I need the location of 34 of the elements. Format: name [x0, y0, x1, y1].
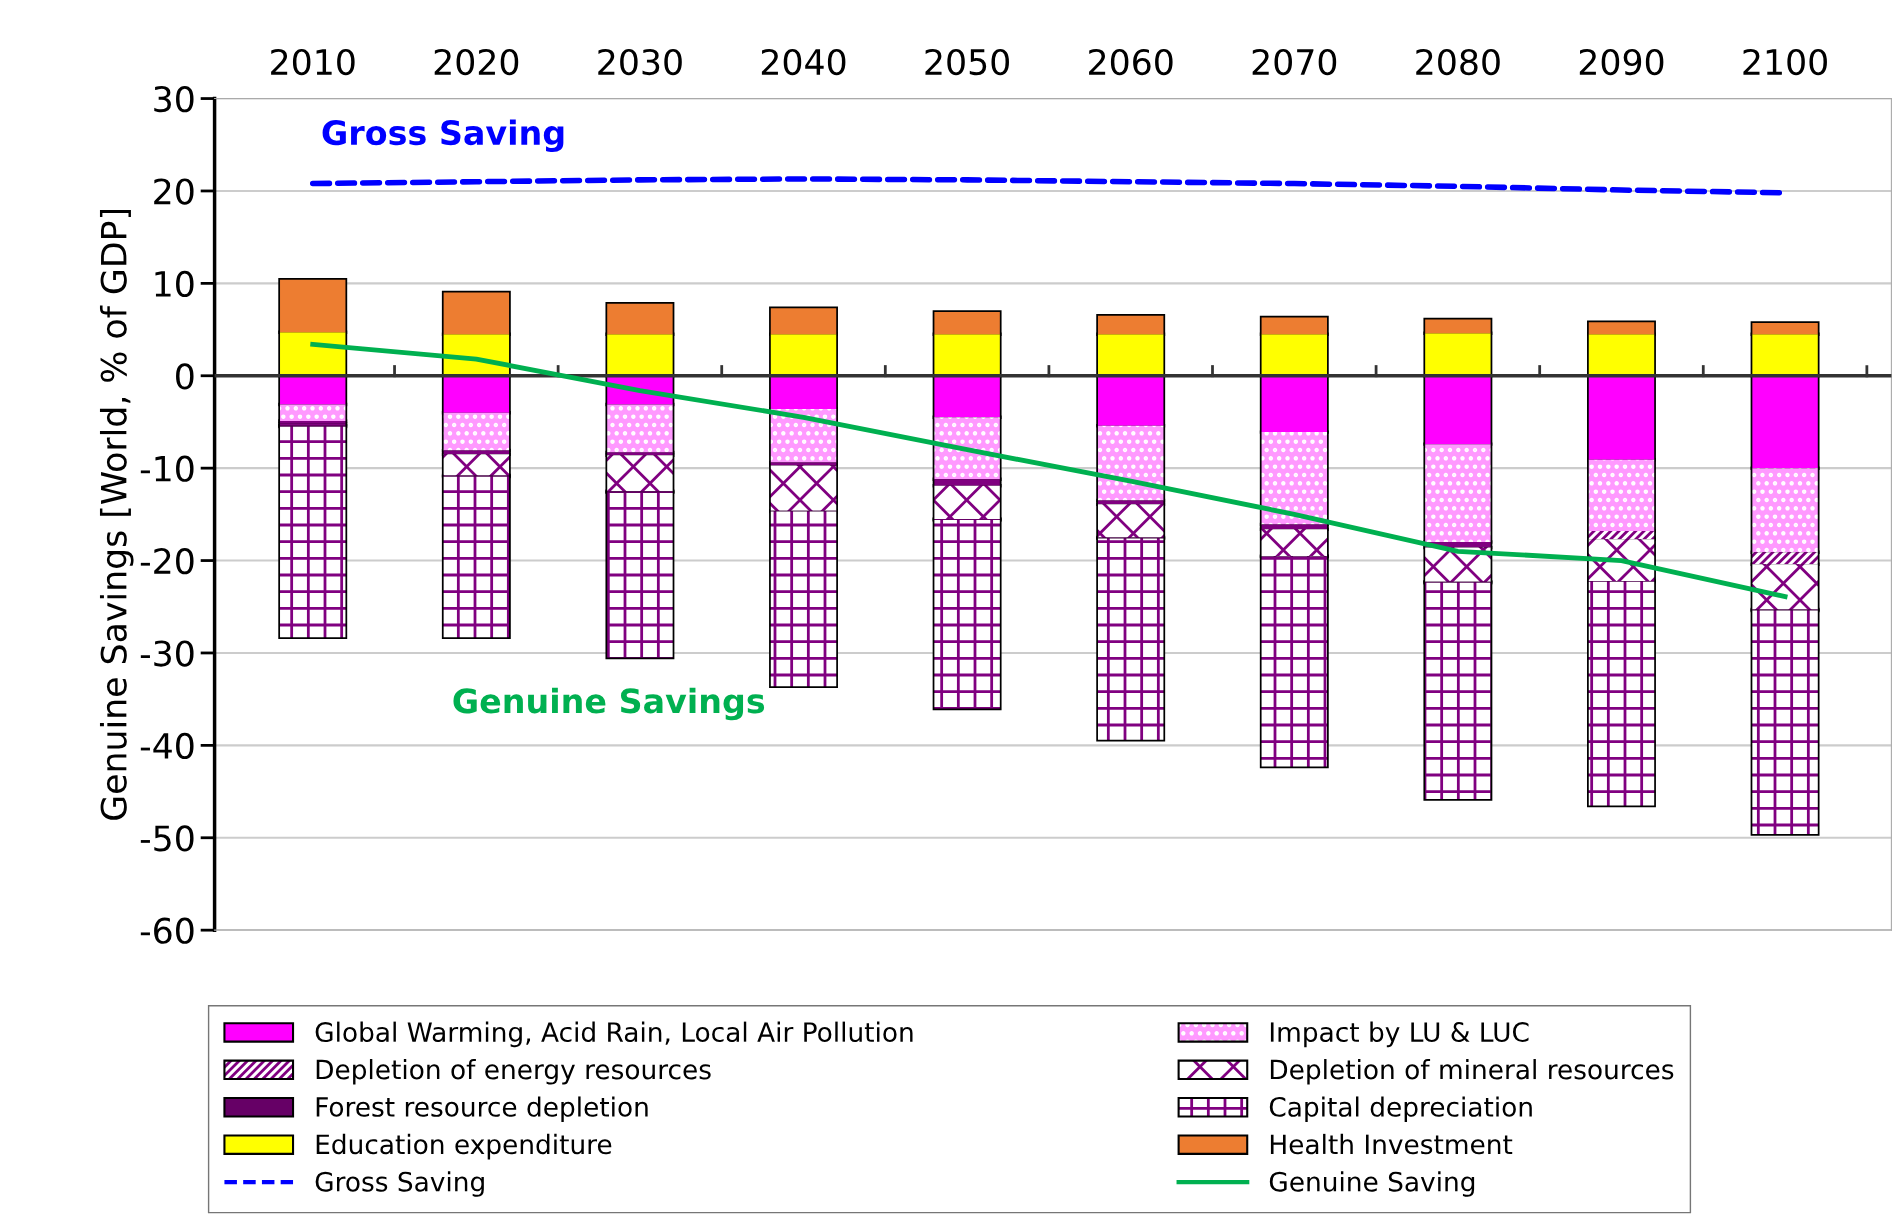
legend-label: Genuine Saving [1269, 1171, 1475, 1197]
annotation: Genuine Savings [453, 687, 765, 721]
y-tick-label: -20 [140, 547, 194, 575]
legend-label: Global Warming, Acid Rain, Local Air Pollution [315, 1021, 913, 1048]
x-tick-label: 2070 [1252, 48, 1337, 76]
legend-label: Forest resource depletion [316, 1096, 648, 1122]
y-tick-label: 0 [176, 363, 194, 390]
legend-label: Impact by LU & LUC [1270, 1021, 1529, 1048]
y-axis-title: Genuine Savings [World, % of GDP] [99, 209, 134, 820]
y-tick-label: 30 [154, 85, 194, 113]
x-tick-label: 2040 [761, 48, 846, 76]
legend-label: Depletion of mineral resources [1270, 1059, 1674, 1085]
legend-label: Capital depreciation [1269, 1096, 1532, 1122]
line-series [310, 341, 1788, 600]
x-tick-label: 2100 [1743, 48, 1827, 76]
y-tick-label: 10 [155, 270, 194, 298]
annotation: Gross Saving [322, 119, 564, 152]
y-tick-label: -40 [140, 732, 194, 760]
y-tick-label: -10 [140, 455, 194, 482]
y-tick-label: -60 [140, 917, 194, 944]
legend-label: Education expenditure [316, 1133, 612, 1160]
x-tick-label: 2010 [271, 48, 355, 76]
x-tick-label: 2060 [1089, 48, 1173, 76]
x-tick-label: 2090 [1579, 48, 1664, 76]
y-tick-label: 20 [154, 178, 194, 205]
legend-label: Health Investment [1270, 1133, 1513, 1155]
x-tick-label: 2050 [925, 48, 1009, 76]
x-tick-label: 2020 [434, 48, 519, 76]
x-tick-label: 2030 [598, 48, 682, 76]
legend-label: Depletion of energy resources [316, 1059, 711, 1085]
legend-label: Gross Saving [315, 1171, 484, 1197]
y-tick-label: -30 [140, 640, 194, 667]
x-tick-label: 2080 [1416, 48, 1500, 76]
y-tick-label: -50 [140, 825, 194, 852]
